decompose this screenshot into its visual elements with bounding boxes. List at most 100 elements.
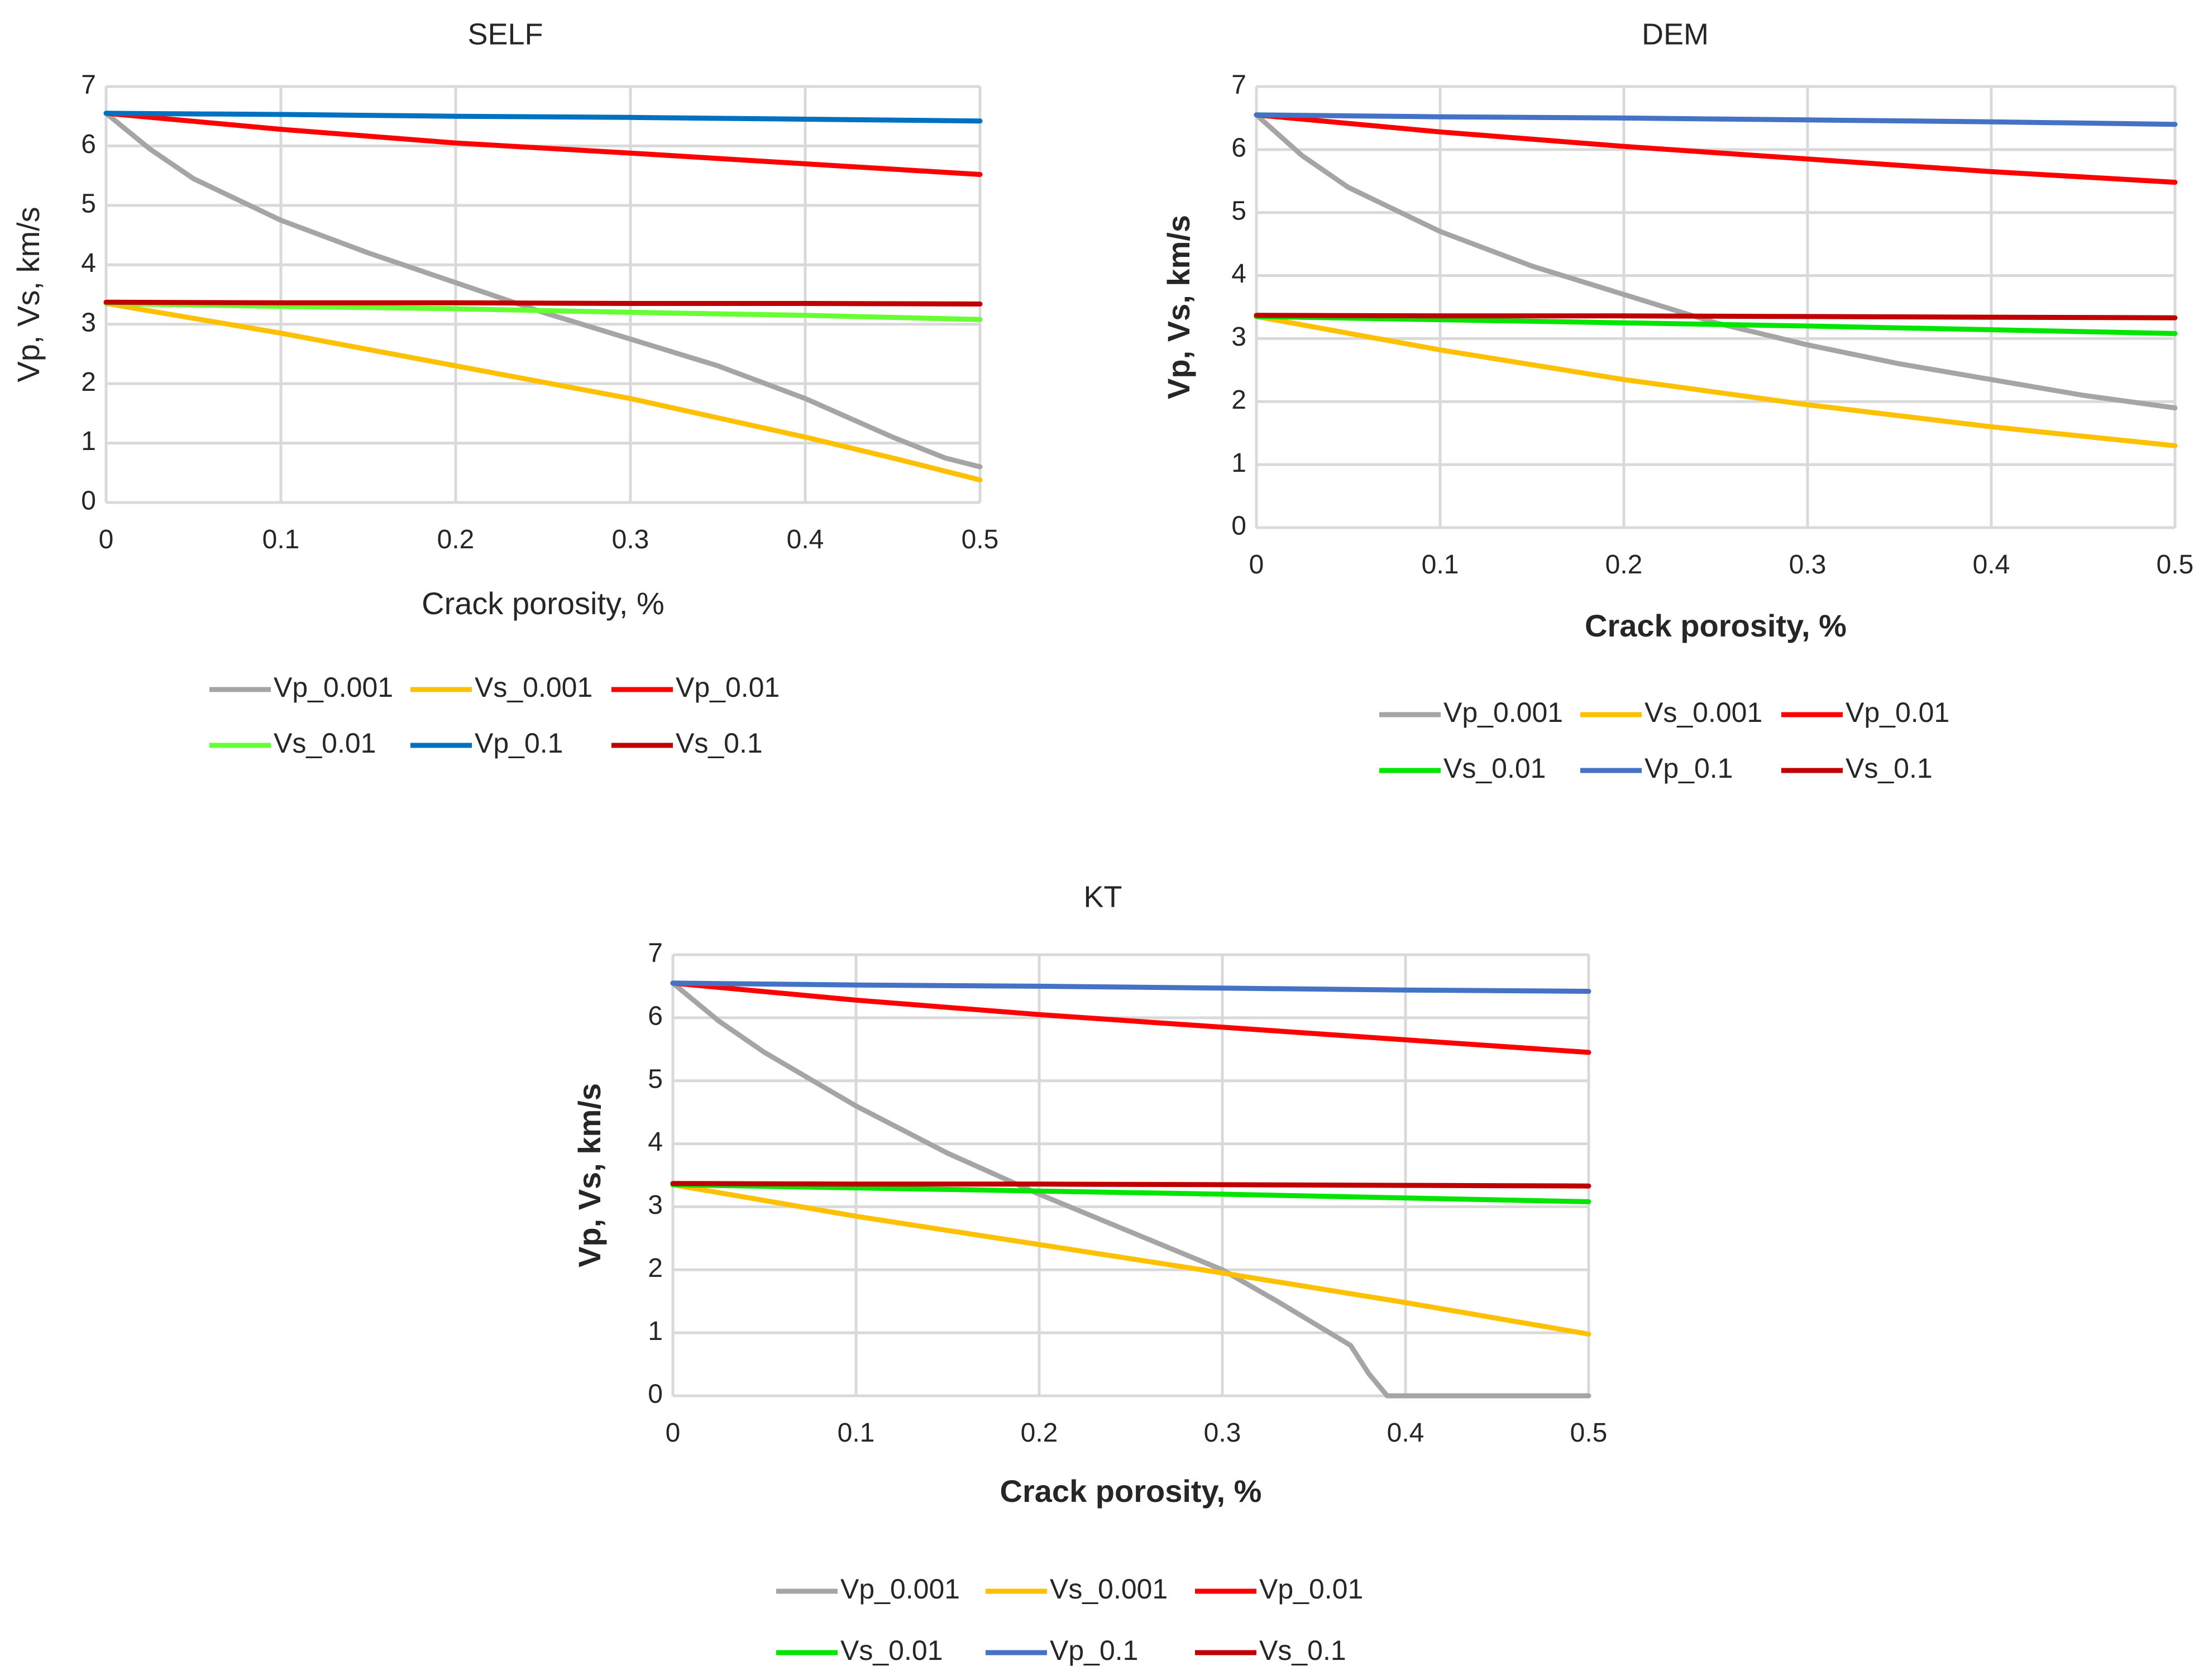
x-tick-label: 0.1 — [1422, 550, 1459, 580]
legend-item: Vs_0.01 — [776, 1635, 943, 1666]
x-tick-label: 0.1 — [838, 1418, 875, 1448]
y-tick-label: 0 — [81, 486, 96, 516]
x-tick-label: 0.3 — [1789, 550, 1827, 580]
legend-label: Vp_0.01 — [1259, 1573, 1363, 1605]
legend-item: Vp_0.001 — [1379, 697, 1563, 728]
legend-label: Vs_0.01 — [274, 727, 376, 759]
x-tick-label: 0.2 — [1021, 1418, 1058, 1448]
x-axis-label: Crack porosity, % — [1000, 1473, 1262, 1509]
legend-label: Vs_0.1 — [1259, 1635, 1346, 1666]
legend-label: Vp_0.1 — [1050, 1635, 1138, 1666]
x-tick-label: 0.3 — [612, 525, 649, 554]
x-tick-label: 0.4 — [1387, 1418, 1424, 1448]
chart-title: KT — [1083, 880, 1122, 913]
legend-label: Vs_0.001 — [1050, 1573, 1168, 1605]
series-line-vp-0-01 — [670, 980, 1591, 1055]
x-tick-label: 0.4 — [1973, 550, 2010, 580]
legend-label: Vp_0.001 — [274, 672, 393, 703]
legend-item: Vs_0.1 — [611, 727, 763, 759]
y-tick-label: 1 — [1231, 448, 1246, 478]
series-line-vp-0-01 — [1254, 112, 2178, 185]
x-tick-label: 0.4 — [787, 525, 824, 554]
chart-kt: KT 0 1 2 3 4 5 6 7 0 0.1 0.2 0.3 0.4 0.5 Crack porosity… — [572, 880, 1608, 1666]
chart-title: SELF — [467, 17, 543, 51]
y-tick-label: 6 — [1231, 133, 1246, 163]
series-line-vs-0-001 — [103, 301, 983, 483]
legend-item: Vp_0.001 — [776, 1573, 960, 1605]
x-axis-label: Crack porosity, % — [1585, 608, 1847, 643]
legend-label: Vp_0.001 — [1443, 697, 1563, 728]
x-tick-label: 0.2 — [1605, 550, 1643, 580]
x-tick-label: 0.5 — [2157, 550, 2194, 580]
series-line-vs-0-001 — [670, 1182, 1591, 1337]
legend: Vp_0.001 Vs_0.001 Vp_0.01 Vs_0.01 Vp_0.1 Vs_0… — [209, 672, 780, 759]
y-tick-label: 7 — [648, 939, 663, 968]
legend-label: Vs_0.01 — [840, 1635, 943, 1666]
x-tick-label: 0.5 — [1570, 1418, 1608, 1448]
legend-label: Vs_0.1 — [1846, 753, 1933, 784]
series-line-vs-0-01 — [670, 1182, 1591, 1204]
legend-label: Vs_0.1 — [676, 727, 763, 759]
legend: Vp_0.001 Vs_0.001 Vp_0.01 Vs_0.01 Vp_0.1 Vs_0… — [776, 1573, 1363, 1666]
legend-item: Vp_0.01 — [1195, 1573, 1363, 1605]
legend-item: Vs_0.1 — [1781, 753, 1933, 784]
x-tick-label: 0.1 — [262, 525, 300, 554]
y-tick-label: 0 — [648, 1380, 663, 1409]
series-line-vp-0-1 — [670, 980, 1591, 994]
series-line-vp-0-01 — [103, 111, 983, 177]
x-tick-label: 0 — [1249, 550, 1264, 580]
chart-dem: DEM 0 1 2 3 4 5 6 7 0 0.1 0.2 0.3 0.4 0.5 Crack porosit… — [1161, 17, 2194, 784]
y-tick-label: 3 — [81, 308, 96, 337]
legend-item: Vp_0.1 — [410, 727, 563, 759]
legend-label: Vs_0.001 — [475, 672, 592, 703]
legend-label: Vp_0.01 — [1846, 697, 1949, 728]
series-line-vp-0-1 — [1254, 112, 2178, 127]
x-axis-label: Crack porosity, % — [422, 586, 665, 621]
legend-item: Vs_0.001 — [986, 1573, 1168, 1605]
series-line-vp-0-001 — [670, 980, 1591, 1399]
chart-self: SELF 0 1 2 3 4 5 6 7 0 0.1 0.2 0.3 0.4 0.5 Crack porosi… — [11, 17, 999, 759]
legend-label: Vp_0.001 — [840, 1573, 960, 1605]
y-tick-label: 3 — [648, 1190, 663, 1220]
legend-label: Vs_0.001 — [1645, 697, 1762, 728]
y-tick-label: 7 — [81, 70, 96, 100]
series-line-vs-0-01 — [103, 301, 983, 322]
y-tick-label: 7 — [1231, 70, 1246, 100]
y-axis-label: Vp, Vs, km/s — [11, 207, 46, 382]
x-tick-label: 0.5 — [962, 525, 999, 554]
series-line-vs-0-01 — [1254, 314, 2178, 336]
legend-label: Vp_0.01 — [676, 672, 780, 703]
legend-item: Vs_0.1 — [1195, 1635, 1346, 1666]
series-line-vs-0-1 — [103, 299, 983, 307]
chart-title: DEM — [1642, 17, 1709, 51]
legend-item: Vp_0.01 — [611, 672, 780, 703]
series-line-vp-0-1 — [103, 111, 983, 124]
x-tick-label: 0.3 — [1204, 1418, 1241, 1448]
legend-item: Vs_0.01 — [1379, 753, 1546, 784]
series-line-vp-0-001 — [1254, 112, 2178, 411]
x-tick-label: 0 — [99, 525, 114, 554]
legend-item: Vp_0.01 — [1781, 697, 1949, 728]
y-tick-label: 2 — [648, 1253, 663, 1283]
legend-label: Vp_0.1 — [1645, 753, 1733, 784]
y-axis-label: Vp, Vs, km/s — [572, 1083, 607, 1267]
legend-label: Vp_0.1 — [475, 727, 563, 759]
y-tick-label: 1 — [648, 1317, 663, 1346]
y-tick-label: 1 — [81, 427, 96, 456]
series-line-vs-0-001 — [1254, 314, 2178, 448]
y-tick-label: 5 — [81, 189, 96, 219]
y-tick-label: 3 — [1231, 322, 1246, 352]
legend-item: Vs_0.01 — [209, 727, 376, 759]
y-tick-label: 5 — [648, 1064, 663, 1094]
series-line-vs-0-1 — [1254, 313, 2178, 320]
y-tick-label: 6 — [648, 1002, 663, 1031]
legend-item: Vp_0.1 — [986, 1635, 1138, 1666]
legend-label: Vs_0.01 — [1443, 753, 1546, 784]
legend-item: Vp_0.001 — [209, 672, 393, 703]
y-tick-label: 0 — [1231, 511, 1246, 541]
y-tick-label: 4 — [648, 1127, 663, 1157]
y-tick-label: 5 — [1231, 196, 1246, 226]
legend-item: Vp_0.1 — [1580, 753, 1733, 784]
y-tick-label: 6 — [81, 130, 96, 159]
